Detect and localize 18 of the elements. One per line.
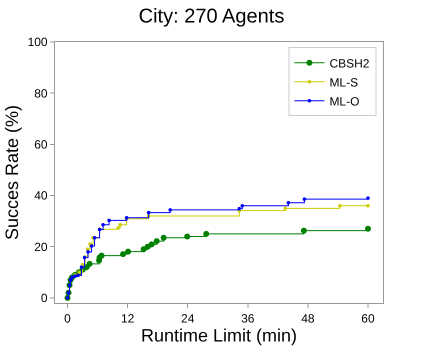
y-axis-title: Succes Rate (%): [2, 104, 22, 240]
x-tick-label: 60: [361, 311, 375, 326]
x-tick-label: 36: [241, 311, 255, 326]
x-tick-label: 12: [120, 311, 135, 326]
y-tick-label: 100: [28, 35, 48, 50]
x-axis-title: Runtime Limit (min): [140, 326, 298, 346]
x-tick-label: 0: [64, 311, 72, 326]
chart-title: City: 270 Agents: [138, 6, 284, 28]
legend-label: CBSH2: [329, 56, 370, 70]
legend-label: ML-O: [329, 94, 360, 108]
legend-label: ML-S: [329, 75, 358, 90]
y-tick-label: 60: [34, 138, 48, 152]
y-tick-label: 0: [40, 291, 48, 306]
y-tick-label: 80: [34, 86, 48, 100]
y-tick-label: 20: [34, 240, 48, 254]
y-tick-label: 40: [34, 188, 48, 203]
x-tick-label: 48: [301, 311, 315, 326]
x-tick-label: 24: [181, 311, 195, 326]
